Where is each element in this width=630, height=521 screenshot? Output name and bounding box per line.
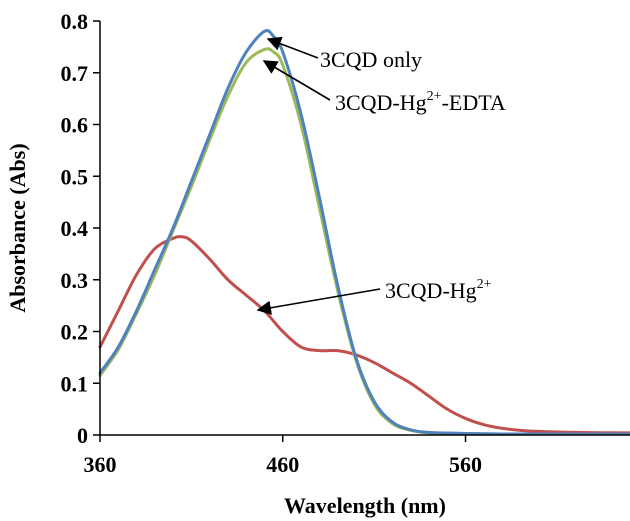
y-axis-title: Absorbance (Abs)	[5, 143, 30, 312]
annotation-3cqd-hg-edta: 3CQD-Hg2+-EDTA	[335, 89, 506, 115]
arrow-3cqd-only	[266, 36, 319, 59]
x-axis-title: Wavelength (nm)	[284, 493, 446, 518]
y-tick-label: 0	[77, 423, 88, 448]
arrow-3cqd-hg	[256, 288, 381, 315]
annotation-3cqd-hg: 3CQD-Hg2+	[385, 277, 492, 303]
y-tick-label: 0.6	[61, 113, 89, 138]
arrow-3cqd-hg-edta	[262, 60, 331, 101]
x-axis-ticks: 360 460 560	[84, 435, 482, 477]
series-layer	[98, 29, 630, 436]
series-line-3cqd-hg2	[98, 235, 630, 435]
annotation-3cqd-hg-edta-sup: 2+	[427, 89, 442, 104]
x-tick-label: 460	[266, 452, 299, 477]
y-tick-label: 0.7	[61, 61, 89, 86]
y-tick-label: 0.4	[61, 216, 89, 241]
series-line-3cqd-only	[98, 29, 630, 436]
annotation-3cqd-hg-sup: 2+	[477, 277, 492, 292]
y-tick-label: 0.1	[61, 371, 89, 396]
y-tick-label: 0.2	[61, 320, 89, 345]
annotation-3cqd-hg-edta-prefix: 3CQD-Hg	[335, 90, 427, 115]
x-tick-label: 360	[84, 452, 117, 477]
annotation-3cqd-hg-prefix: 3CQD-Hg	[385, 278, 477, 303]
y-tick-label: 0.5	[61, 164, 89, 189]
annotation-3cqd-only: 3CQD only	[320, 47, 422, 72]
y-tick-label: 0.8	[61, 9, 89, 34]
annotation-3cqd-hg-edta-suffix: -EDTA	[442, 90, 506, 115]
y-tick-label: 0.3	[61, 268, 89, 293]
x-tick-label: 560	[449, 452, 482, 477]
y-axis-ticks: 0 0.1 0.2 0.3 0.4 0.5 0.6 0.7 0.8	[61, 9, 100, 448]
